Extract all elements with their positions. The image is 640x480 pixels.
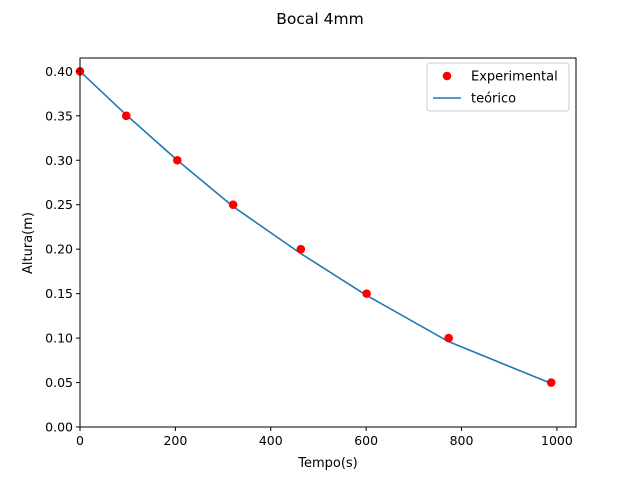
x-tick-label: 600 (354, 433, 378, 448)
data-point-experimental (362, 289, 371, 298)
y-tick-label: 0.40 (45, 64, 73, 79)
data-point-experimental (296, 244, 306, 254)
x-tick-label: 400 (259, 433, 283, 448)
legend-marker-experimental (442, 71, 452, 81)
legend-label: Experimental (471, 70, 558, 85)
data-point-experimental (172, 155, 182, 165)
axes-frame (79, 57, 577, 428)
y-tick-label: 0.05 (45, 375, 73, 390)
y-axis-label: Altura(m) (21, 212, 36, 274)
series-line-teorico (79, 70, 552, 385)
x-tick-label: 200 (163, 433, 187, 448)
data-point-experimental (121, 111, 131, 121)
legend-label: teórico (471, 92, 516, 107)
y-tick-label: 0.15 (45, 286, 73, 301)
data-point-experimental (228, 200, 238, 210)
legend-box (426, 62, 570, 112)
y-tick-label: 0.25 (45, 197, 73, 212)
x-tick-label: 0 (76, 433, 84, 448)
legend: Experimental teórico (426, 62, 570, 112)
y-tick-label: 0.20 (45, 242, 73, 257)
plot-area: 0 200 400 600 800 1000 0.00 0.05 0.10 0.15 0.20 0.2… (45, 57, 577, 448)
x-tick-label: 800 (450, 433, 474, 448)
data-point-experimental (546, 378, 556, 387)
x-tick-label: 1000 (541, 433, 573, 448)
y-tick-label: 0.10 (45, 331, 73, 346)
data-point-experimental (444, 333, 453, 343)
chart-title: Bocal 4mm (276, 10, 363, 28)
x-axis-label: Tempo(s) (297, 456, 358, 471)
y-tick-label: 0.30 (45, 153, 73, 168)
y-tick-label: 0.35 (45, 108, 73, 123)
y-tick-label: 0.00 (45, 420, 73, 435)
